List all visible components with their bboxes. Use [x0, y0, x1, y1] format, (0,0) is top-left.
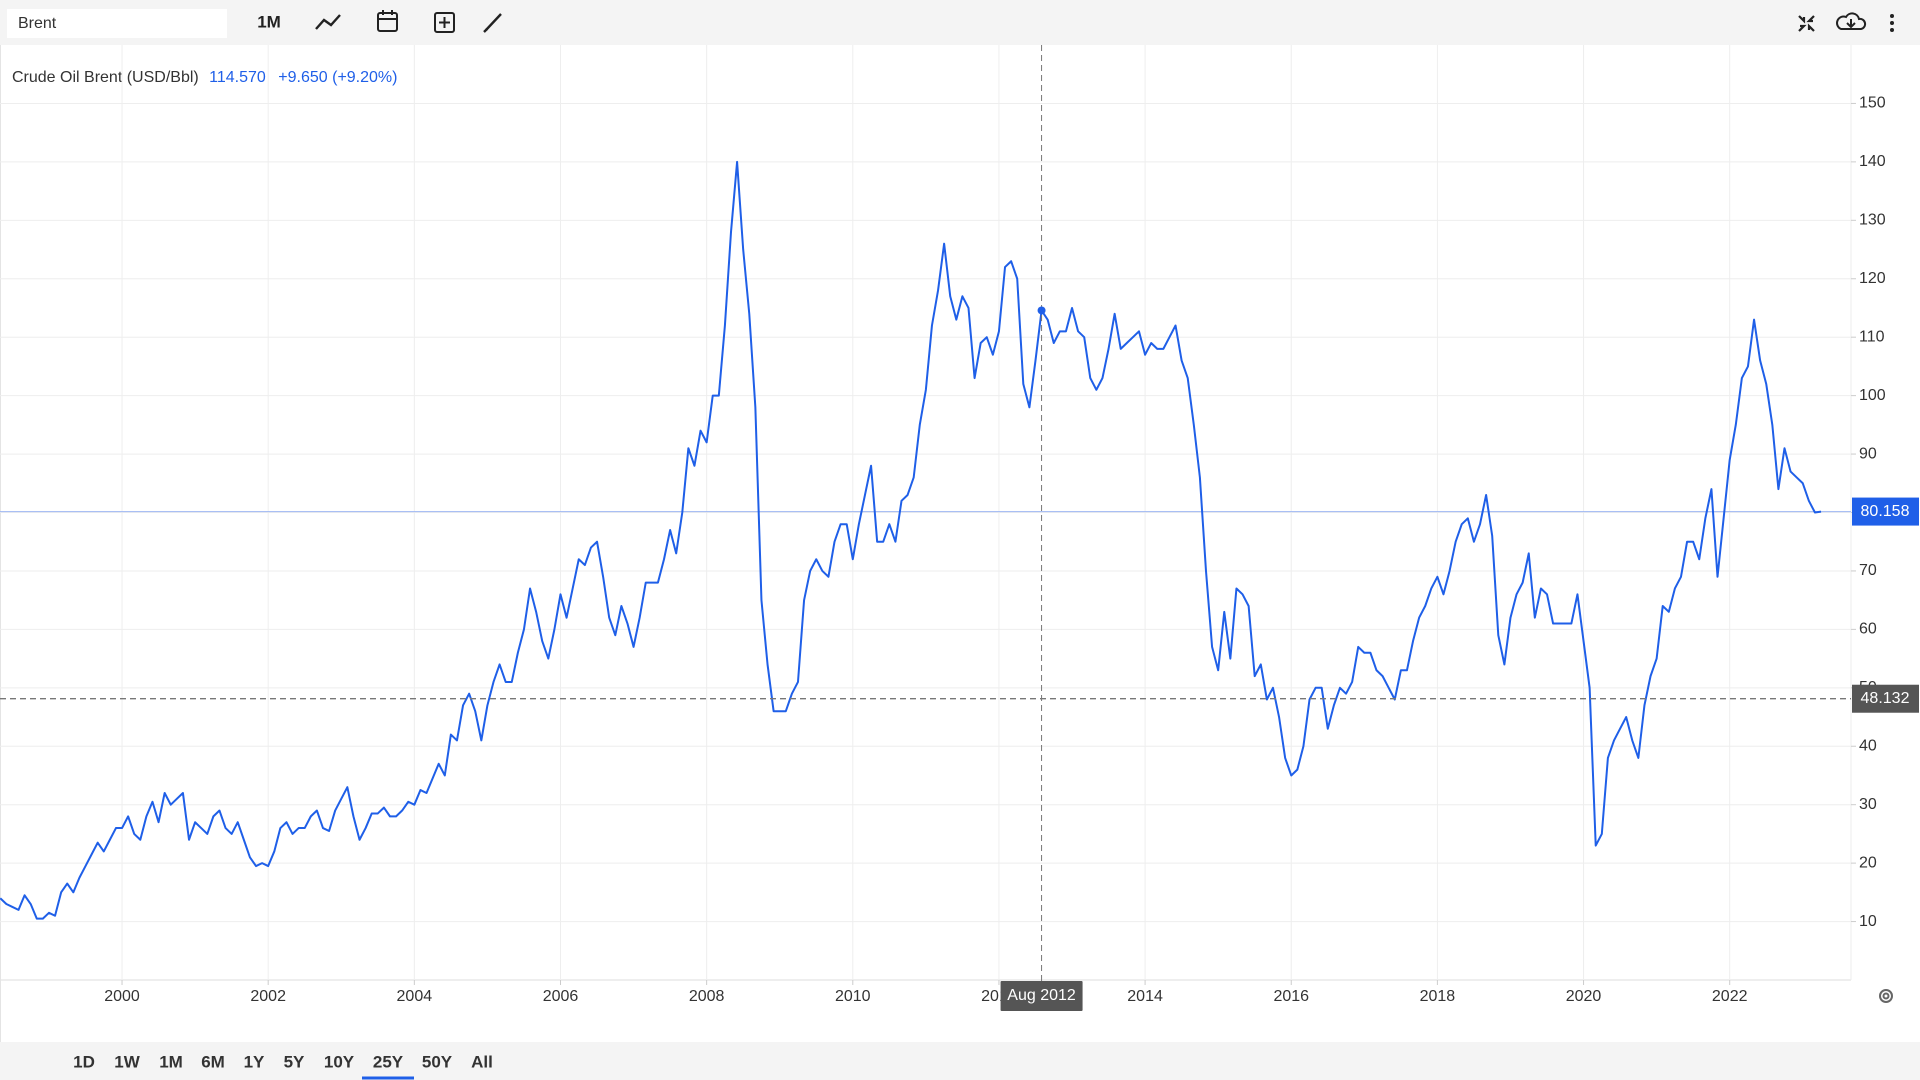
range-bar [0, 1042, 1920, 1080]
y-tick-label: 10 [1859, 913, 1877, 930]
y-tick-label: 70 [1859, 562, 1877, 579]
y-tick-label: 60 [1859, 621, 1877, 638]
range-button[interactable]: 1W [114, 1052, 140, 1071]
crosshair-x-label-box [1000, 981, 1083, 1011]
readout: Crude Oil Brent (USD/Bbl) 114.570 +9.650… [12, 69, 397, 86]
download-icon[interactable] [1836, 12, 1867, 30]
line-icon[interactable] [315, 14, 341, 30]
last-price-box [1852, 497, 1919, 526]
settings-icon[interactable] [1879, 989, 1893, 1003]
x-tick-label: 2018 [1420, 988, 1456, 1005]
menu-icon[interactable] [1890, 14, 1894, 32]
x-tick-label: 2016 [1273, 988, 1309, 1005]
x-tick-label: 2000 [104, 988, 140, 1005]
range-button[interactable]: 1D [73, 1052, 95, 1071]
collapse-icon[interactable] [1798, 15, 1815, 32]
x-tick-label: 2006 [543, 988, 579, 1005]
price-line [0, 160, 1822, 920]
y-tick-label: 40 [1859, 737, 1877, 754]
last-price-label: 80.158 [1861, 503, 1910, 520]
x-tick-label: 2020 [1566, 988, 1602, 1005]
range-button[interactable]: 5Y [284, 1052, 305, 1071]
hover-point [1037, 306, 1046, 315]
search-box[interactable] [7, 9, 227, 38]
x-tick-label: 2010 [835, 988, 871, 1005]
toolbar [0, 0, 1920, 45]
range-button[interactable]: 10Y [324, 1052, 355, 1071]
x-tick-label: 2008 [689, 988, 725, 1005]
range-button[interactable]: 1M [159, 1052, 183, 1071]
y-tick-label: 20 [1859, 854, 1877, 871]
search-text[interactable]: Brent [18, 15, 57, 32]
crosshair-y-label: 48.132 [1861, 690, 1910, 707]
y-tick-label: 120 [1859, 270, 1886, 287]
y-tick-label: 150 [1859, 95, 1886, 112]
x-tick-label: 2002 [250, 988, 286, 1005]
y-tick-label: 140 [1859, 153, 1886, 170]
range-button[interactable]: 6M [201, 1052, 225, 1071]
crosshair-x-label: Aug 2012 [1007, 987, 1076, 1004]
calendar-icon[interactable] [377, 10, 398, 32]
crosshair-y-label-box [1852, 684, 1919, 713]
range-button[interactable]: 1Y [244, 1052, 265, 1071]
grid [0, 45, 1851, 980]
y-tick-label: 30 [1859, 796, 1877, 813]
readout-value: 114.570 [209, 69, 266, 86]
range-button[interactable]: All [471, 1052, 493, 1071]
readout-change: +9.650 (+9.20%) [278, 69, 397, 86]
y-tick-label: 90 [1859, 445, 1877, 462]
interval-button[interactable]: 1M [257, 12, 281, 31]
add-icon[interactable] [434, 12, 455, 33]
range-button[interactable]: 25Y [373, 1052, 404, 1071]
y-tick-label: 130 [1859, 212, 1886, 229]
y-tick-label: 100 [1859, 387, 1886, 404]
range-button[interactable]: 50Y [422, 1052, 453, 1071]
x-tick-label: 2014 [1127, 988, 1163, 1005]
y-tick-label: 110 [1859, 328, 1885, 345]
x-tick-label: 2004 [397, 988, 433, 1005]
draw-icon[interactable] [483, 13, 502, 33]
series-name: Crude Oil Brent (USD/Bbl) [12, 69, 199, 86]
x-tick-label: 2022 [1712, 988, 1748, 1005]
